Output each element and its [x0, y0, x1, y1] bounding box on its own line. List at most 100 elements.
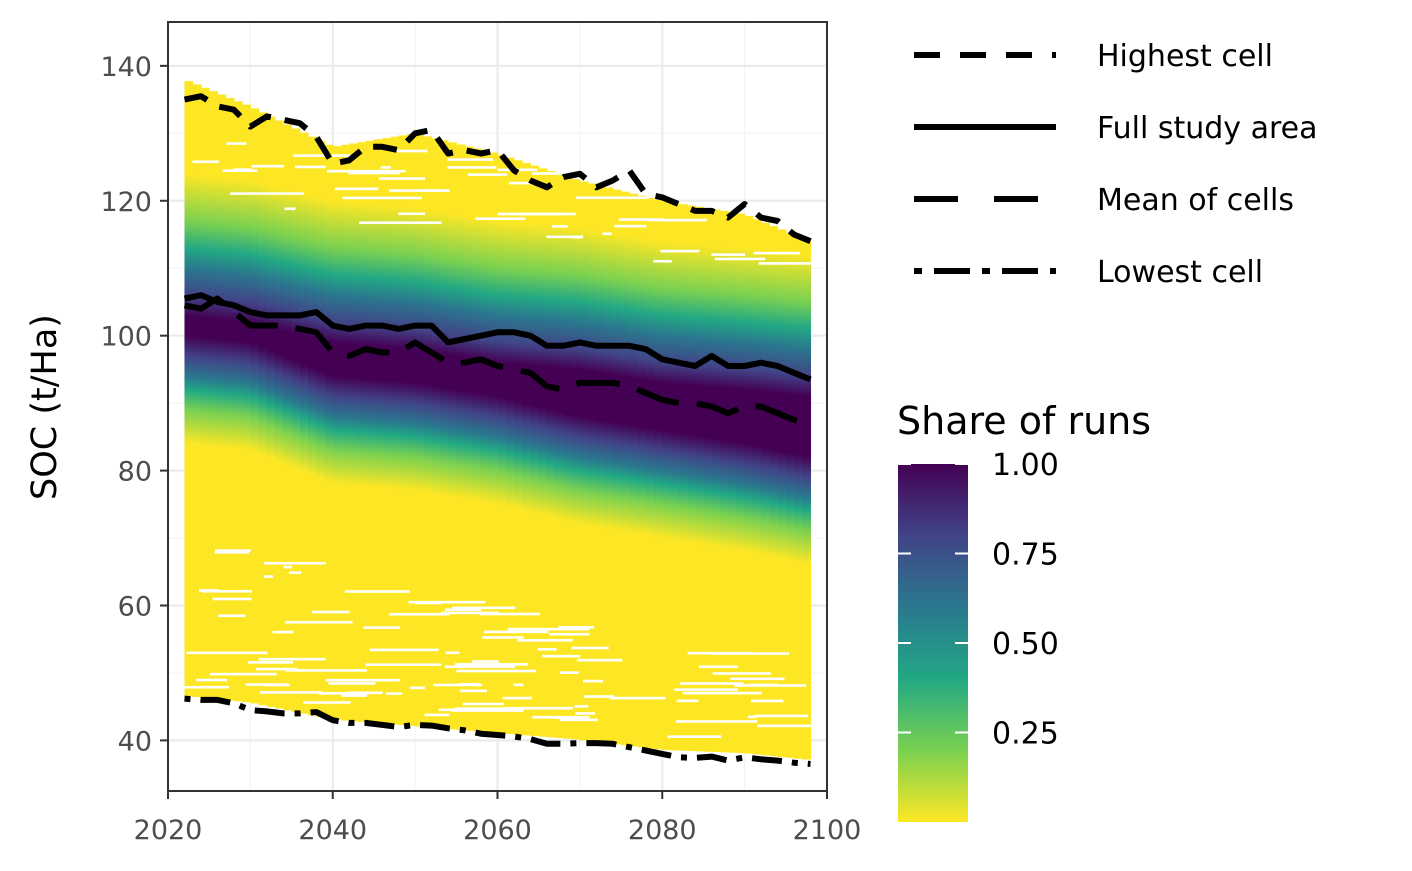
- band-gap: [263, 575, 273, 578]
- band-column: [423, 136, 433, 728]
- band-column: [629, 193, 639, 747]
- band-gap: [184, 685, 229, 689]
- band-gap: [574, 705, 589, 708]
- band-column: [275, 120, 284, 709]
- band-gap: [559, 671, 579, 674]
- band-column: [472, 148, 482, 732]
- colorbar-label: 0.75: [992, 538, 1059, 573]
- band-gap: [389, 612, 450, 616]
- band-column: [382, 138, 391, 724]
- band-gap: [334, 187, 379, 191]
- colorbar-label: 0.50: [992, 627, 1059, 662]
- band-column: [332, 146, 342, 720]
- band-gap: [602, 232, 612, 236]
- band-column: [448, 142, 457, 730]
- band-column: [291, 128, 301, 712]
- run-distribution-band: [184, 81, 827, 760]
- band-column: [794, 236, 803, 759]
- band-gap: [660, 249, 700, 253]
- band-gap: [444, 665, 516, 669]
- band-gap: [389, 189, 445, 192]
- legend-label-mean-of-cells: Mean of cells: [1097, 183, 1294, 218]
- band-gap: [576, 196, 649, 200]
- band-gap: [575, 712, 595, 715]
- band-gap: [303, 701, 351, 704]
- band-column: [308, 136, 317, 716]
- series-line-lowest-cell: [184, 695, 811, 767]
- band-gap: [341, 694, 367, 697]
- band-gap: [679, 682, 744, 685]
- band-gap: [711, 253, 746, 256]
- band-column: [184, 81, 194, 697]
- band-column: [283, 124, 293, 711]
- band-column: [324, 144, 334, 719]
- band-gap: [318, 692, 370, 695]
- band-gap: [259, 691, 323, 694]
- band-column: [662, 201, 671, 751]
- color-legend: Share of runs 1.00 0.75 0.50 0.25: [897, 399, 1151, 822]
- band-gap: [447, 158, 494, 161]
- band-gap: [232, 168, 252, 171]
- band-gap: [328, 682, 376, 685]
- band-column: [340, 144, 350, 721]
- band-gap: [440, 611, 499, 615]
- band-gap: [348, 171, 401, 175]
- legend-label-highest-cell: Highest cell: [1097, 39, 1273, 74]
- band-gap: [757, 724, 825, 728]
- band-gap: [393, 149, 428, 153]
- band-gap: [342, 196, 422, 200]
- band-column: [637, 195, 647, 748]
- band-column: [415, 134, 424, 727]
- band-gap: [230, 192, 304, 195]
- band-gap: [456, 669, 537, 673]
- band-gap: [263, 561, 326, 565]
- band-gap: [675, 720, 758, 723]
- band-column: [621, 191, 630, 746]
- band-gap: [477, 663, 490, 667]
- band-column: [481, 150, 490, 732]
- band-gap: [614, 224, 647, 228]
- band-gap: [210, 672, 277, 676]
- color-legend-title: Share of runs: [897, 399, 1151, 443]
- x-tick-label: 2020: [134, 815, 203, 846]
- band-column: [769, 226, 779, 757]
- band-column: [530, 165, 540, 737]
- band-column: [588, 183, 597, 742]
- band-gap: [363, 626, 401, 629]
- band-gap: [256, 667, 298, 671]
- band-gap: [534, 638, 573, 642]
- band-gap: [380, 166, 391, 169]
- series-line-highest-cell: [183, 93, 812, 244]
- band-gap: [433, 683, 483, 687]
- band-gap: [698, 665, 738, 669]
- band-gap: [272, 630, 294, 634]
- band-gap: [667, 735, 722, 738]
- series-line-full-study-area: [183, 292, 812, 383]
- band-column: [464, 146, 474, 731]
- band-gap: [458, 682, 479, 686]
- band-gap: [398, 212, 425, 216]
- band-column: [744, 215, 754, 754]
- band-column: [258, 112, 268, 706]
- band-column: [678, 204, 688, 751]
- legend-label-full-study-area: Full study area: [1097, 111, 1317, 146]
- band-column: [217, 94, 227, 700]
- y-tick-label: 60: [118, 591, 152, 622]
- band-gap: [344, 590, 410, 593]
- band-gap: [462, 702, 504, 706]
- band-column: [711, 209, 721, 753]
- band-column: [645, 197, 655, 749]
- band-gap: [497, 212, 576, 216]
- band-column: [703, 208, 713, 752]
- band-gap: [452, 606, 516, 610]
- band-column: [752, 219, 762, 755]
- band-gap: [226, 142, 247, 145]
- band-gap: [584, 695, 615, 698]
- band-gap: [674, 688, 738, 691]
- line-legend: Highest cell Full study area Mean of cells…: [914, 39, 1317, 290]
- y-tick-label: 100: [100, 322, 152, 353]
- band-gap: [438, 708, 500, 712]
- band-column: [266, 116, 276, 707]
- band-column: [316, 140, 326, 717]
- band-gap: [386, 692, 403, 695]
